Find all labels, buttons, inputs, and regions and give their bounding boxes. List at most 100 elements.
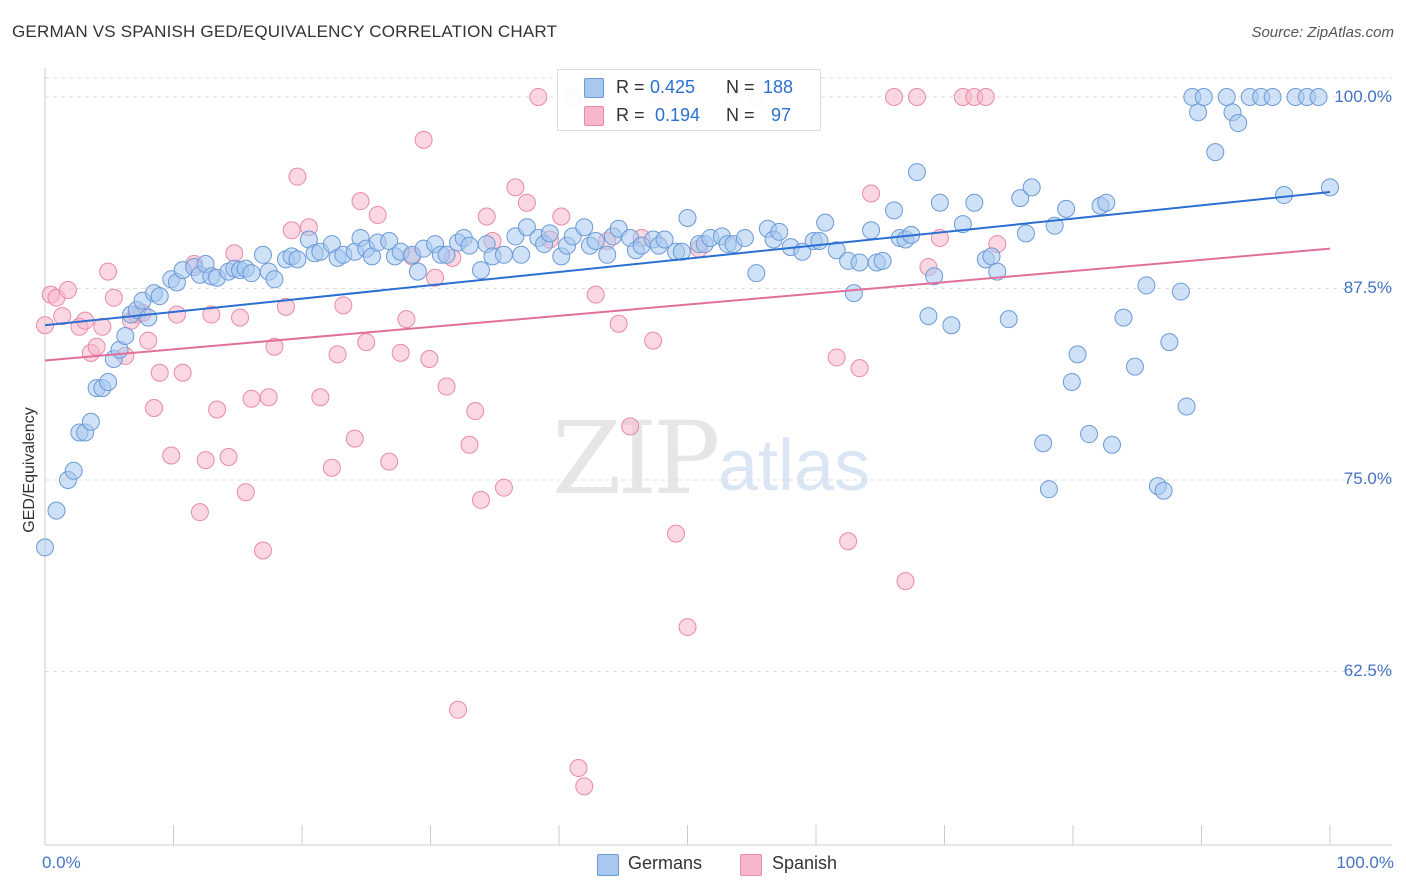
spanish-point xyxy=(426,268,445,287)
german-point xyxy=(735,228,754,247)
german-point xyxy=(655,230,674,249)
spanish-point xyxy=(420,349,439,368)
trend-lines xyxy=(44,190,1331,362)
german-point xyxy=(678,209,697,228)
spanish-point xyxy=(265,337,284,356)
spanish-point xyxy=(334,296,353,315)
spanish-trend-line xyxy=(44,247,1331,362)
german-point xyxy=(1125,357,1144,376)
spanish-point xyxy=(885,88,904,106)
spanish-point xyxy=(414,130,433,149)
german-point xyxy=(99,372,118,391)
german-point xyxy=(827,241,846,260)
german-point xyxy=(885,201,904,220)
spanish-point xyxy=(282,221,301,240)
stats-box: R = 0.425 N = 188 R = 0.194 N = 97 xyxy=(557,69,821,131)
spanish-point xyxy=(621,417,640,436)
spanish-point xyxy=(575,777,594,796)
stats-row-spanish: R = 0.194 N = 97 xyxy=(558,101,820,129)
spanish-point xyxy=(58,281,77,300)
spanish-point xyxy=(104,288,123,307)
german-point xyxy=(288,250,307,269)
german-point xyxy=(1229,114,1248,133)
y-tick-62-5: 62.5% xyxy=(1343,661,1392,680)
spanish-point xyxy=(644,331,663,350)
spanish-point xyxy=(345,429,364,448)
german-point xyxy=(1057,199,1076,218)
german-point xyxy=(1217,88,1236,106)
german-point xyxy=(437,245,456,264)
r-value: 0.194 xyxy=(655,105,701,125)
spanish-point xyxy=(976,88,995,106)
chart-title: GERMAN VS SPANISH GED/EQUIVALENCY CORREL… xyxy=(12,22,558,41)
spanish-point xyxy=(667,524,686,543)
series-germans-points xyxy=(36,88,1339,557)
spanish-point xyxy=(219,448,238,467)
german-point xyxy=(1275,186,1294,205)
spanish-point xyxy=(552,207,571,226)
spanish-point xyxy=(351,192,370,211)
spanish-point xyxy=(460,435,479,454)
spanish-point xyxy=(466,402,485,421)
spanish-point xyxy=(288,167,307,186)
n-value: 97 xyxy=(771,105,792,125)
german-point xyxy=(988,262,1007,281)
germans-trend-line xyxy=(44,190,1331,327)
german-point xyxy=(1068,345,1087,364)
spanish-point xyxy=(150,363,169,382)
spanish-point xyxy=(162,446,181,465)
y-tick-75: 75.0% xyxy=(1343,469,1392,488)
y-tick-87-5: 87.5% xyxy=(1343,278,1392,297)
spanish-point xyxy=(144,398,163,417)
spanish-point xyxy=(380,452,399,471)
german-point xyxy=(873,251,892,270)
german-point xyxy=(575,218,594,237)
german-point xyxy=(672,242,691,261)
spanish-point xyxy=(517,193,536,212)
r-label: R = xyxy=(616,105,645,125)
spanish-point xyxy=(862,184,881,203)
german-point xyxy=(242,264,261,283)
spanish-point xyxy=(569,759,588,778)
legend-germans-swatch xyxy=(597,854,619,876)
spanish-point xyxy=(328,345,347,364)
spanish-point xyxy=(391,343,410,362)
n-label: N = xyxy=(726,105,755,125)
spanish-point xyxy=(678,618,697,637)
german-point xyxy=(494,245,513,264)
watermark-atlas: atlas xyxy=(718,426,871,506)
german-point xyxy=(81,412,100,431)
axes xyxy=(44,68,1392,846)
y-axis-label: GED/Equivalency xyxy=(21,407,38,533)
spanish-point xyxy=(494,478,513,497)
spanish-point xyxy=(827,348,846,367)
german-point xyxy=(1039,480,1058,499)
spanish-point xyxy=(190,503,209,522)
german-point xyxy=(1189,103,1208,122)
spanish-point xyxy=(259,388,278,407)
watermark-zip: ZIP xyxy=(552,400,720,517)
german-point xyxy=(930,193,949,212)
germans-swatch xyxy=(584,78,604,98)
spanish-point xyxy=(437,377,456,396)
german-point xyxy=(919,307,938,326)
german-point xyxy=(810,232,829,251)
german-point xyxy=(965,193,984,212)
german-point xyxy=(460,236,479,255)
x-tick-100: 100.0% xyxy=(1336,853,1394,872)
spanish-point xyxy=(449,700,468,719)
german-point xyxy=(982,247,1001,266)
spanish-point xyxy=(368,205,387,224)
german-point xyxy=(586,232,605,251)
spanish-point xyxy=(529,88,548,106)
spanish-point xyxy=(242,389,261,408)
german-point xyxy=(862,221,881,240)
german-point xyxy=(770,222,789,241)
german-point xyxy=(1309,88,1328,106)
german-point xyxy=(1137,276,1156,295)
stats-row-germans: R = 0.425 N = 188 xyxy=(558,73,820,101)
spanish-point xyxy=(586,285,605,304)
german-point xyxy=(1154,481,1173,500)
spanish-point xyxy=(196,451,215,470)
german-point xyxy=(953,215,972,234)
